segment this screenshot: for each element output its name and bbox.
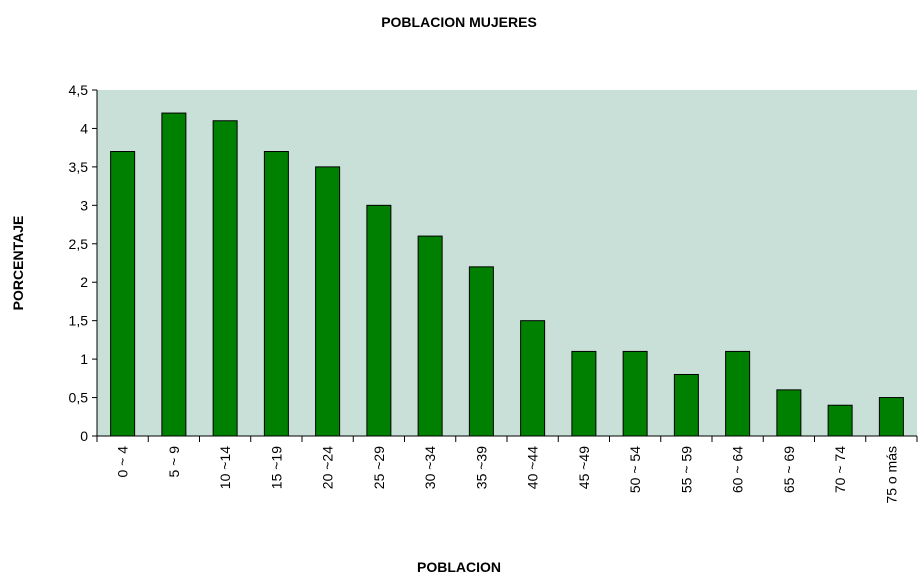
y-tick-label: 1 [80,351,88,367]
x-tick-label: 15 ~19 [268,446,284,489]
y-tick-label: 2,5 [69,236,89,252]
y-tick-label: 0,5 [69,390,89,406]
chart-title: POBLACION MUJERES [381,14,537,30]
x-tick-label: 10 ~14 [217,446,233,489]
x-tick-label: 25 ~29 [371,446,387,489]
x-tick-label: 60 ~ 64 [730,446,746,493]
bar [468,266,494,437]
bar [110,151,136,437]
y-tick-label: 3,5 [69,159,89,175]
bar [417,235,443,437]
x-tick-label: 30 ~34 [422,446,438,489]
bar [161,112,187,437]
x-tick-label: 50 ~ 54 [627,446,643,493]
bar [212,120,238,437]
x-tick-label: 20 ~24 [320,446,336,489]
bar [673,373,699,437]
bar [571,350,597,437]
bar [263,151,289,437]
bar [878,397,904,437]
x-axis-label: POBLACION [417,559,501,573]
bar [725,350,751,437]
x-tick-label: 65 ~ 69 [781,446,797,493]
bar [776,389,802,437]
y-tick-label: 1,5 [69,313,89,329]
x-tick-label: 35 ~39 [473,446,489,489]
y-tick-label: 3 [80,197,88,213]
y-tick-label: 4 [80,120,88,136]
bar [622,350,648,437]
bar [366,204,392,437]
y-tick-label: 2 [80,274,88,290]
x-tick-label: 45 ~49 [576,446,592,489]
y-axis-label: PORCENTAJE [10,216,26,311]
x-tick-label: 40 ~44 [525,446,541,489]
x-tick-label: 75 o más [883,446,899,504]
x-tick-label: 5 ~ 9 [166,446,182,478]
x-tick-label: 0 ~ 4 [115,446,131,478]
bar [315,166,341,437]
x-tick-label: 55 ~ 59 [678,446,694,493]
y-tick-label: 4,5 [69,82,89,98]
x-tick-label: 70 ~ 74 [832,446,848,493]
y-tick-label: 0 [80,428,88,444]
bar [827,404,853,437]
bar [520,320,546,437]
